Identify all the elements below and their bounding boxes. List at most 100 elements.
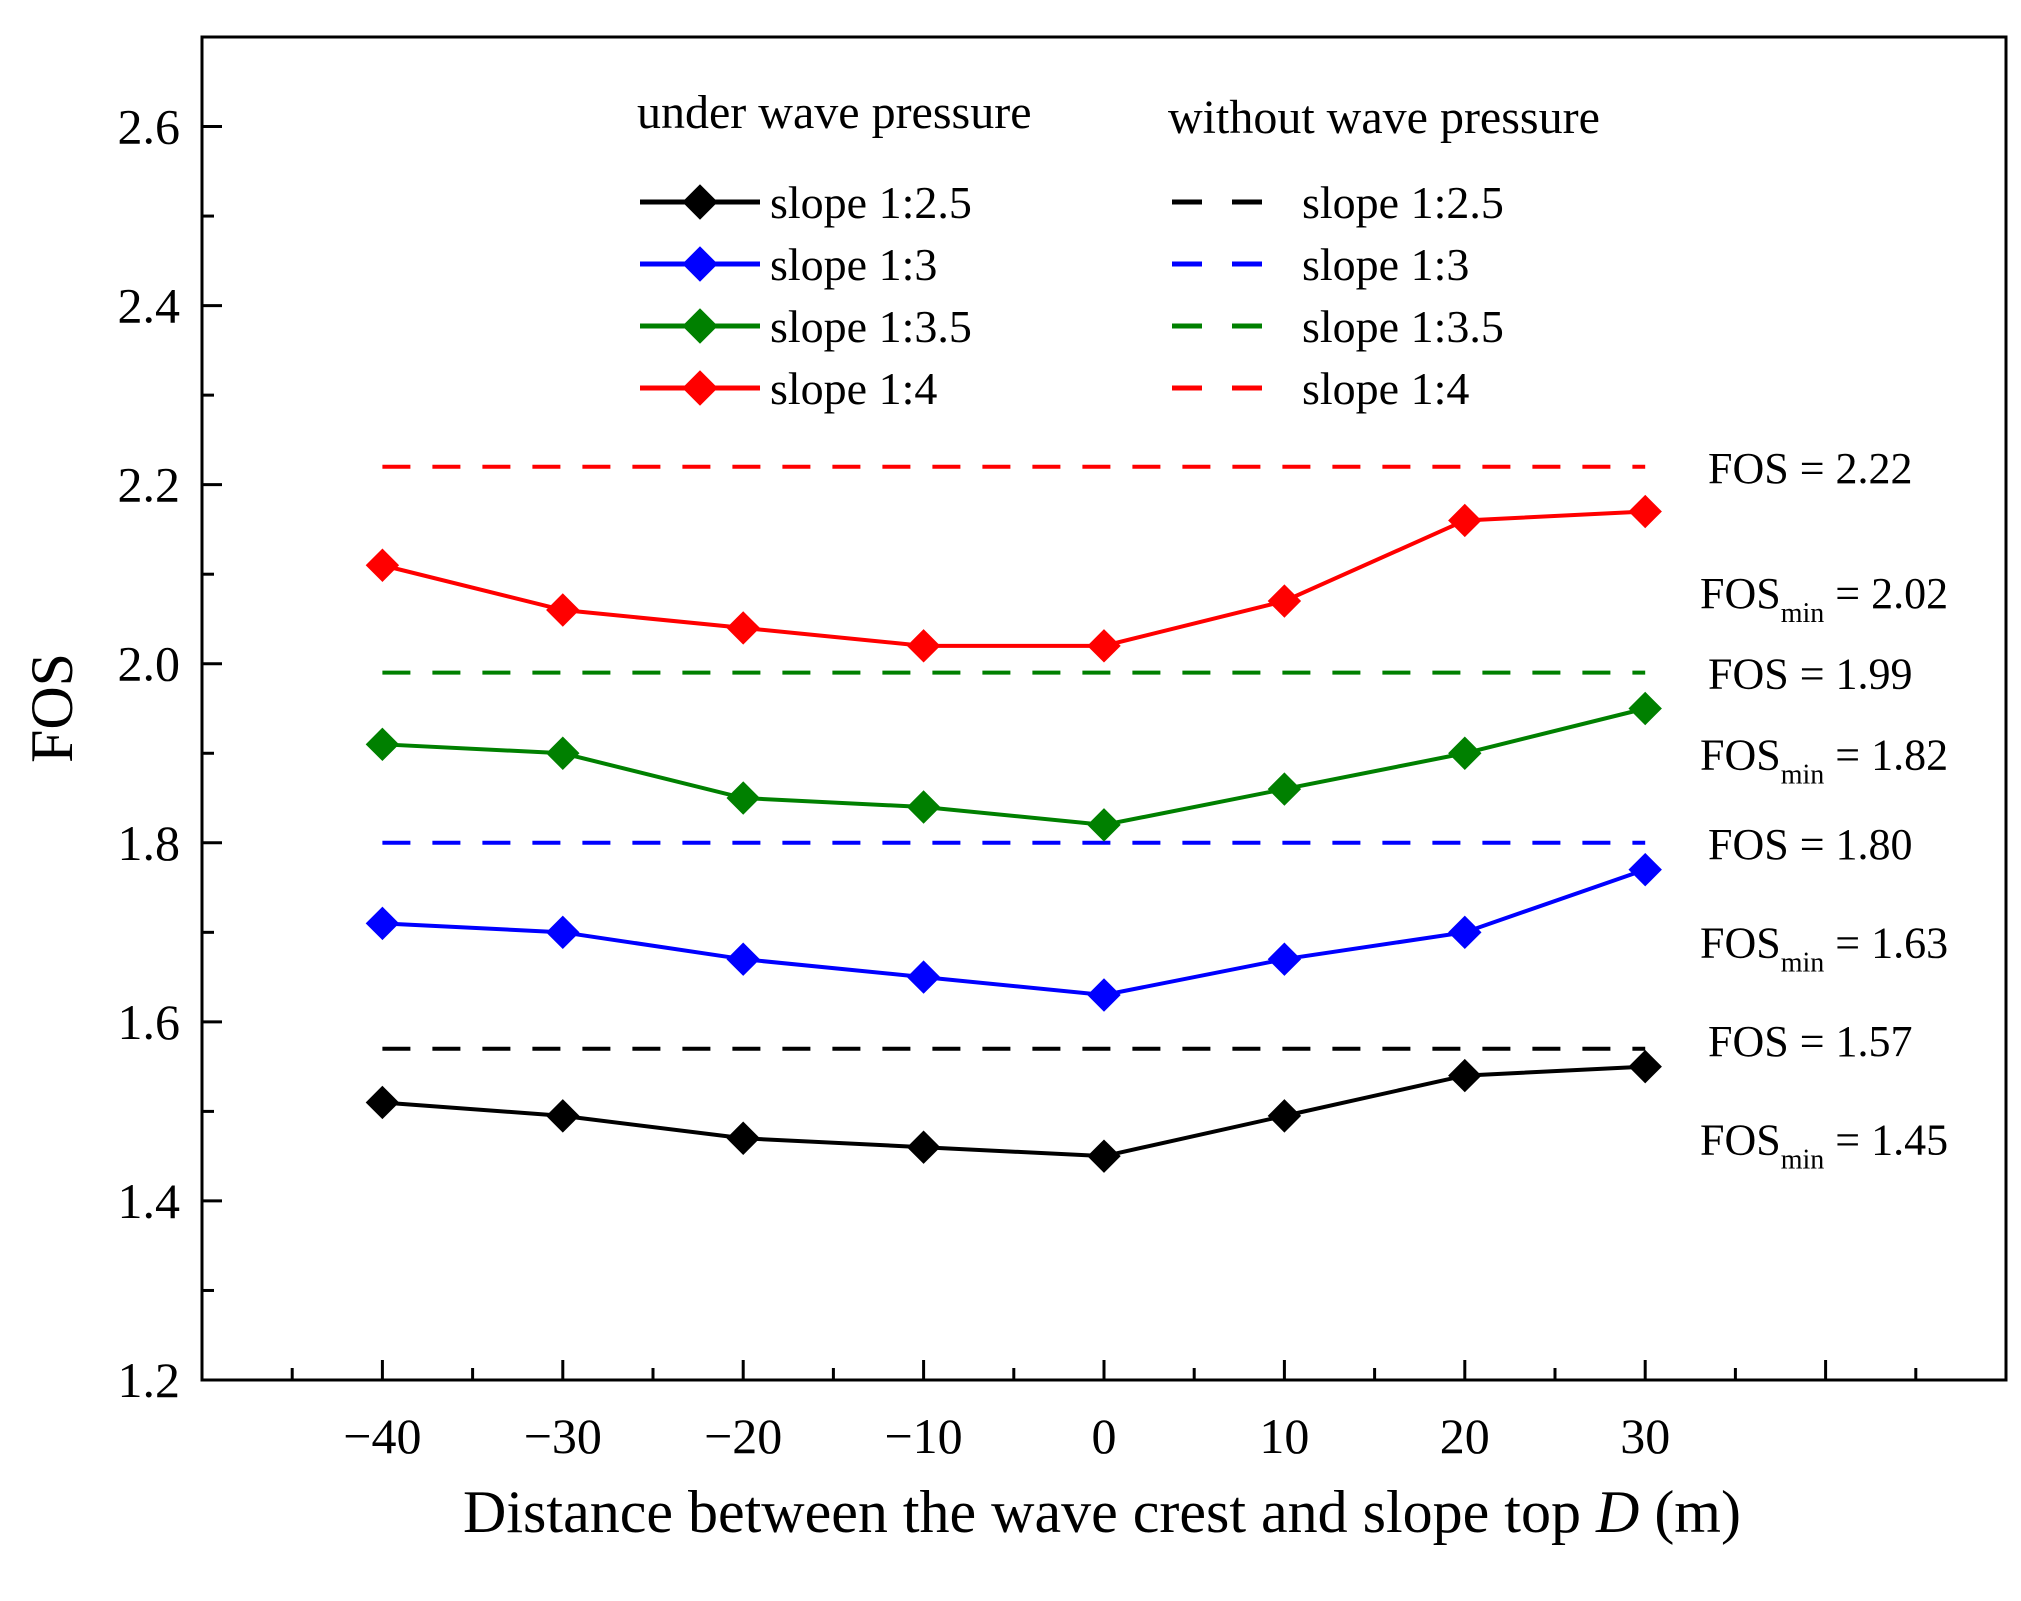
fos-annotation-main: FOS xyxy=(1708,1017,1789,1066)
data-point xyxy=(726,611,760,645)
x-axis-label-unit: (m) xyxy=(1639,1479,1741,1545)
y-tick-label: 1.2 xyxy=(118,1352,181,1408)
fos-annotation-value: = 2.22 xyxy=(1789,444,1913,493)
legend-marker xyxy=(682,184,718,220)
data-point xyxy=(906,629,941,663)
fos-annotation: FOSmin = 2.02 xyxy=(1700,569,1948,629)
data-point xyxy=(906,790,941,824)
x-axis-label-main: Distance between the wave crest and slop… xyxy=(463,1479,1596,1545)
data-point xyxy=(1628,852,1662,887)
y-tick-label: 2.6 xyxy=(118,99,181,155)
legend-label: slope 1:3.5 xyxy=(770,301,972,352)
y-axis-label: FOS xyxy=(19,653,85,763)
data-point xyxy=(1448,736,1482,770)
y-tick-label: 1.4 xyxy=(118,1173,181,1229)
fos-annotation-value: = 1.99 xyxy=(1789,650,1913,699)
data-series xyxy=(365,494,1662,1173)
fos-annotation-main: FOS xyxy=(1708,820,1789,869)
y-tick-label: 2.4 xyxy=(118,278,181,334)
fos-annotation-main: FOS xyxy=(1700,918,1781,967)
reference-lines xyxy=(382,464,1646,1051)
y-tick-label: 2.0 xyxy=(118,636,181,692)
fos-annotation-subscript: min xyxy=(1781,598,1825,629)
plot-frame xyxy=(200,35,2008,1382)
data-point xyxy=(726,781,760,815)
fos-annotation-main: FOS xyxy=(1708,650,1789,699)
data-point xyxy=(365,1085,400,1120)
legend-label: slope 1:2.5 xyxy=(770,177,972,228)
legend-label: slope 1:4 xyxy=(770,363,937,414)
fos-annotation-value: = 1.82 xyxy=(1824,730,1948,779)
fos-annotation: FOS = 1.80 xyxy=(1708,820,1913,869)
x-tick-label: −20 xyxy=(704,1408,782,1464)
y-tick-label: 1.6 xyxy=(118,994,181,1050)
x-tick-label: 0 xyxy=(1092,1408,1117,1464)
x-tick-label: 20 xyxy=(1440,1408,1490,1464)
fos-annotation: FOS = 1.57 xyxy=(1708,1017,1913,1066)
fos-annotation-subscript: min xyxy=(1781,1144,1825,1175)
legend-label: slope 1:4 xyxy=(1302,363,1469,414)
fos-annotation-main: FOS xyxy=(1708,444,1789,493)
legend-marker xyxy=(682,246,718,282)
fos-annotation-value: = 1.45 xyxy=(1824,1115,1948,1164)
data-point xyxy=(1448,1058,1482,1093)
x-tick-label: −10 xyxy=(884,1408,962,1464)
series-line xyxy=(382,706,1646,827)
legend-title-without: without wave pressure xyxy=(1168,91,1600,144)
data-point xyxy=(1087,978,1121,1012)
tick-marks xyxy=(202,125,1918,1382)
data-point xyxy=(546,736,580,770)
data-point xyxy=(1267,772,1302,806)
fos-annotation: FOSmin = 1.82 xyxy=(1700,730,1948,790)
data-point xyxy=(1448,915,1482,950)
data-point xyxy=(1087,808,1121,842)
x-tick-label: 30 xyxy=(1620,1408,1670,1464)
series-line xyxy=(381,509,1646,648)
series-line xyxy=(382,867,1646,998)
x-tick-label: −40 xyxy=(343,1408,421,1464)
fos-annotation-value: = 1.57 xyxy=(1789,1017,1913,1066)
fos-annotation: FOSmin = 1.45 xyxy=(1700,1115,1948,1175)
fos-annotation: FOS = 1.99 xyxy=(1708,650,1913,699)
data-point xyxy=(546,915,580,950)
data-point xyxy=(365,906,400,941)
fos-annotation-value: = 1.63 xyxy=(1824,918,1948,967)
y-tick-label: 2.2 xyxy=(118,457,181,513)
legend-title-under: under wave pressure xyxy=(637,86,1032,139)
data-point xyxy=(726,942,760,976)
fos-annotation: FOS = 2.22 xyxy=(1708,444,1913,493)
fos-annotation-subscript: min xyxy=(1781,759,1825,790)
legend-label: slope 1:2.5 xyxy=(1302,177,1504,228)
x-axis-label-variable: D xyxy=(1595,1479,1639,1545)
data-point xyxy=(1628,691,1662,726)
fos-annotation-main: FOS xyxy=(1700,730,1781,779)
data-point xyxy=(1087,629,1121,663)
fos-annotation: FOSmin = 1.63 xyxy=(1700,918,1948,978)
data-point xyxy=(1267,1099,1302,1133)
fos-annotation-main: FOS xyxy=(1700,569,1781,618)
legend-marker xyxy=(682,370,718,406)
data-point xyxy=(1267,584,1302,618)
fos-annotation-main: FOS xyxy=(1700,1115,1781,1164)
data-point xyxy=(906,960,941,994)
axis-tick-labels: −40 −30 −20 −10 0 10 20 30 1.2 1.4 1.6 1.8 2.0 2.2 2.4… xyxy=(118,99,1671,1464)
x-tick-label: −30 xyxy=(524,1408,602,1464)
series-line xyxy=(382,1064,1646,1159)
data-point xyxy=(1448,503,1482,538)
legend-label: slope 1:3 xyxy=(1302,239,1469,290)
data-point xyxy=(906,1130,941,1164)
fos-annotation-value: = 1.80 xyxy=(1789,820,1913,869)
data-point xyxy=(546,1099,580,1133)
data-point xyxy=(1628,1049,1662,1084)
data-point xyxy=(365,548,400,582)
legend-label: slope 1:3.5 xyxy=(1302,301,1504,352)
y-tick-label: 1.8 xyxy=(118,815,181,871)
legend: under wave pressure without wave pressure… xyxy=(637,86,1600,414)
data-point xyxy=(1267,942,1302,976)
fos-annotation-subscript: min xyxy=(1781,947,1825,978)
data-point xyxy=(365,727,400,762)
legend-label: slope 1:3 xyxy=(770,239,937,290)
data-point xyxy=(1628,494,1662,529)
